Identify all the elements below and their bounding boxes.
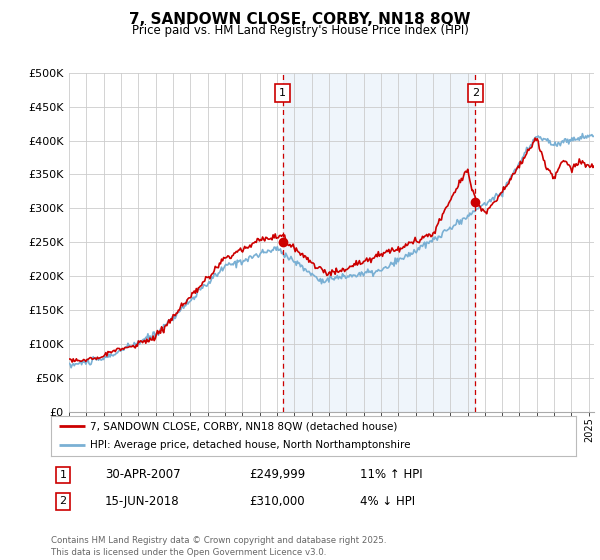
Text: Contains HM Land Registry data © Crown copyright and database right 2025.
This d: Contains HM Land Registry data © Crown c… (51, 536, 386, 557)
Text: 15-JUN-2018: 15-JUN-2018 (105, 494, 179, 508)
Text: 11% ↑ HPI: 11% ↑ HPI (360, 468, 422, 482)
Text: Price paid vs. HM Land Registry's House Price Index (HPI): Price paid vs. HM Land Registry's House … (131, 24, 469, 37)
Text: £249,999: £249,999 (249, 468, 305, 482)
Text: 7, SANDOWN CLOSE, CORBY, NN18 8QW (detached house): 7, SANDOWN CLOSE, CORBY, NN18 8QW (detac… (91, 421, 398, 431)
Text: HPI: Average price, detached house, North Northamptonshire: HPI: Average price, detached house, Nort… (91, 440, 411, 450)
Text: 2: 2 (59, 496, 67, 506)
Text: 30-APR-2007: 30-APR-2007 (105, 468, 181, 482)
Bar (283, 73, 475, 412)
Text: £310,000: £310,000 (249, 494, 305, 508)
Text: 7, SANDOWN CLOSE, CORBY, NN18 8QW: 7, SANDOWN CLOSE, CORBY, NN18 8QW (129, 12, 471, 27)
Text: 1: 1 (279, 88, 286, 98)
Text: 1: 1 (59, 470, 67, 480)
Text: 2: 2 (472, 88, 479, 98)
Text: 4% ↓ HPI: 4% ↓ HPI (360, 494, 415, 508)
